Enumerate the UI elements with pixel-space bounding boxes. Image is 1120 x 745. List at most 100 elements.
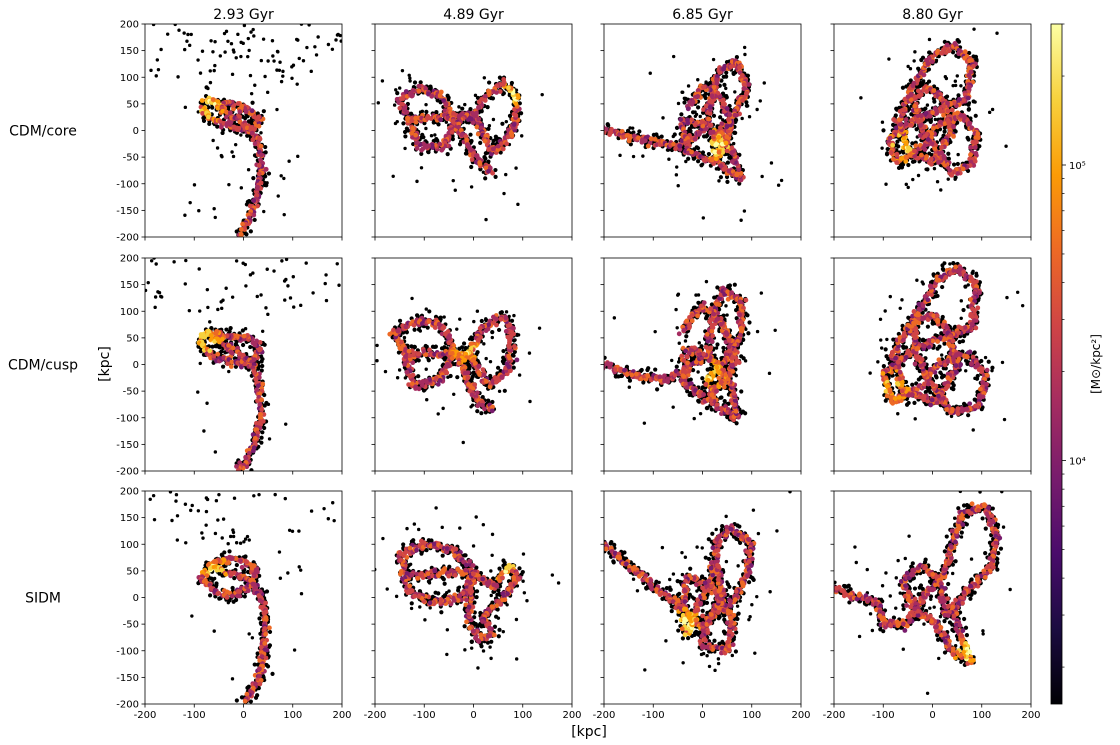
field-particle — [234, 259, 239, 263]
field-particle — [326, 42, 331, 47]
density-bin — [256, 114, 262, 120]
field-particle — [469, 185, 474, 189]
field-particle — [177, 28, 181, 32]
field-particle — [239, 54, 243, 59]
density-bin — [961, 98, 966, 103]
field-particle — [497, 389, 502, 393]
stream-particle — [207, 121, 212, 126]
field-particle — [272, 269, 276, 273]
field-particle — [246, 168, 251, 172]
field-particle — [186, 32, 190, 37]
field-particle — [758, 99, 762, 103]
field-particle — [154, 262, 158, 266]
field-particle — [265, 90, 270, 95]
field-particle — [151, 24, 156, 27]
field-particle — [223, 50, 227, 54]
density-bin — [924, 89, 929, 94]
field-particle — [335, 262, 339, 266]
field-particle — [183, 282, 187, 286]
stream-particle — [262, 180, 267, 186]
y-tick-label: -100 — [116, 413, 139, 424]
field-particle — [149, 68, 153, 73]
density-bin — [711, 84, 717, 90]
field-particle — [955, 74, 959, 78]
stream-particle — [507, 93, 512, 98]
density-bin — [490, 170, 496, 176]
field-particle — [282, 176, 286, 181]
field-particle — [335, 33, 340, 37]
density-bin — [707, 104, 713, 110]
density-bin — [923, 155, 929, 161]
field-particle — [693, 114, 698, 118]
stream-particle — [744, 100, 749, 105]
field-particle — [282, 212, 286, 217]
field-particle — [189, 32, 193, 37]
density-bin — [253, 120, 258, 126]
density-bin — [218, 124, 224, 130]
density-bin — [716, 135, 722, 140]
density-bin — [944, 42, 950, 48]
density-bin — [724, 134, 730, 140]
density-bin — [499, 141, 504, 147]
field-particle — [305, 45, 309, 50]
panel-content — [145, 258, 341, 471]
field-particle — [226, 39, 230, 44]
stream-particle — [493, 167, 498, 173]
field-particle — [472, 319, 476, 324]
panel-cdm-core-4 — [830, 23, 1032, 241]
field-particle — [173, 24, 177, 27]
field-particle — [684, 159, 688, 164]
field-particle — [279, 79, 284, 84]
field-particle — [946, 177, 950, 181]
density-bin — [449, 129, 455, 135]
field-particle — [528, 399, 532, 404]
stream-particle — [731, 71, 736, 77]
field-particle — [717, 179, 721, 183]
density-bin — [250, 432, 256, 437]
field-particle — [230, 295, 235, 299]
field-particle — [680, 90, 684, 94]
stream-particle — [228, 325, 233, 331]
stream-particle — [252, 217, 257, 223]
field-particle — [733, 90, 737, 94]
density-bin — [903, 155, 909, 160]
density-bin — [941, 112, 946, 118]
stream-particle — [631, 130, 636, 135]
field-particle — [264, 306, 268, 310]
y-tick-label: 200 — [120, 20, 139, 31]
density-bin — [256, 163, 262, 168]
density-bin — [424, 115, 430, 121]
stream-particle — [686, 156, 691, 161]
stream-particle — [403, 134, 408, 139]
field-particle — [675, 165, 679, 169]
density-bin — [410, 87, 416, 93]
density-bin — [482, 138, 488, 144]
field-particle — [504, 310, 509, 314]
y-tick-label: -50 — [123, 387, 139, 398]
field-particle — [242, 24, 247, 28]
field-particle — [227, 369, 231, 374]
field-particle — [295, 82, 299, 86]
density-bin — [251, 212, 257, 218]
field-particle — [398, 86, 402, 90]
field-particle — [259, 293, 263, 297]
field-particle — [281, 74, 285, 78]
field-particle — [231, 154, 236, 159]
stream-particle — [925, 167, 930, 172]
field-particle — [198, 361, 202, 366]
field-particle — [323, 281, 327, 286]
field-particle — [913, 50, 917, 54]
field-particle — [220, 306, 224, 311]
stream-particle — [927, 50, 932, 55]
field-particle — [395, 376, 400, 380]
stream-particle — [711, 113, 717, 118]
density-bin — [907, 152, 913, 158]
field-particle — [395, 119, 399, 124]
density-bin — [713, 156, 719, 162]
field-particle — [987, 110, 992, 115]
density-bin — [915, 88, 921, 94]
density-bin — [951, 133, 956, 139]
stream-particle — [395, 91, 400, 96]
density-bin — [497, 89, 503, 94]
stream-particle — [262, 425, 267, 431]
